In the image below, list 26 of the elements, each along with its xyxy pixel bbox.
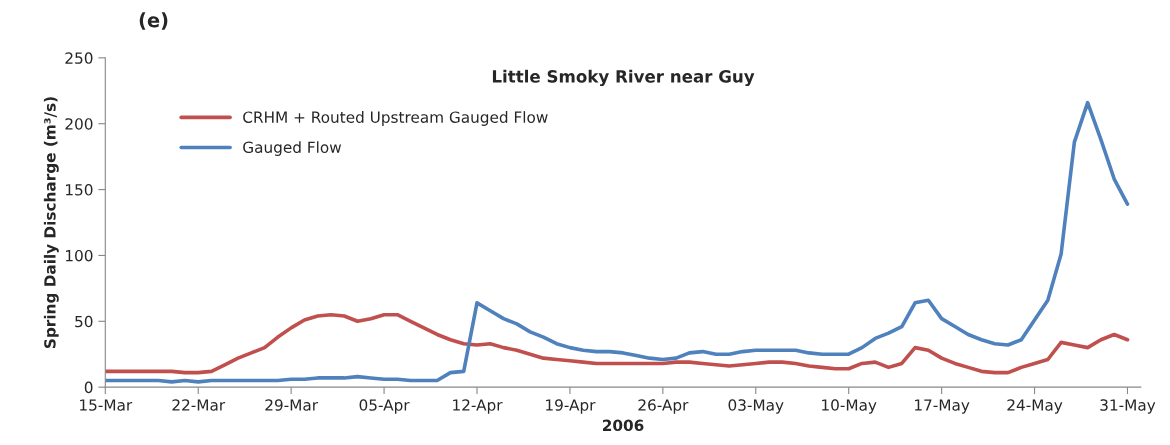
x-tick-label: 31-May [1100, 399, 1156, 414]
y-tick-label: 0 [84, 381, 93, 394]
y-tick-label: 50 [75, 315, 93, 328]
x-axis-title: 2006 [602, 419, 644, 432]
y-tick-label: 150 [66, 184, 93, 196]
x-tick-label: 29-Mar [265, 399, 319, 411]
legend-label: CRHM + Routed Upstream Gauged Flow [243, 111, 548, 126]
x-tick-label: 03-May [728, 399, 784, 414]
x-tick-label: 05-Apr [359, 399, 410, 414]
x-tick-label: 19-Apr [546, 399, 596, 414]
y-tick-label: 200 [65, 118, 93, 130]
x-tick-label: 26-Apr [638, 399, 689, 414]
x-tick-label: 17-May [915, 399, 970, 414]
y-tick-label: 100 [66, 249, 93, 262]
x-tick-label: 12-Apr [453, 399, 503, 414]
line-series [105, 312, 1130, 375]
x-tick-label: 24-May [1007, 399, 1063, 414]
y-axis-title: Spring Daily Discharge (m³/s) [43, 97, 59, 349]
y-tick-label: 250 [65, 52, 93, 64]
x-tick-label: 22-Mar [172, 399, 226, 411]
line-series [105, 100, 1130, 384]
x-tick-label: 15-Mar [80, 399, 133, 411]
text: Little Smoky River near Guy [492, 69, 755, 87]
legend-label: Gauged Flow [243, 141, 342, 156]
text: (e) [139, 12, 168, 30]
x-tick-label: 10-May [822, 399, 877, 414]
